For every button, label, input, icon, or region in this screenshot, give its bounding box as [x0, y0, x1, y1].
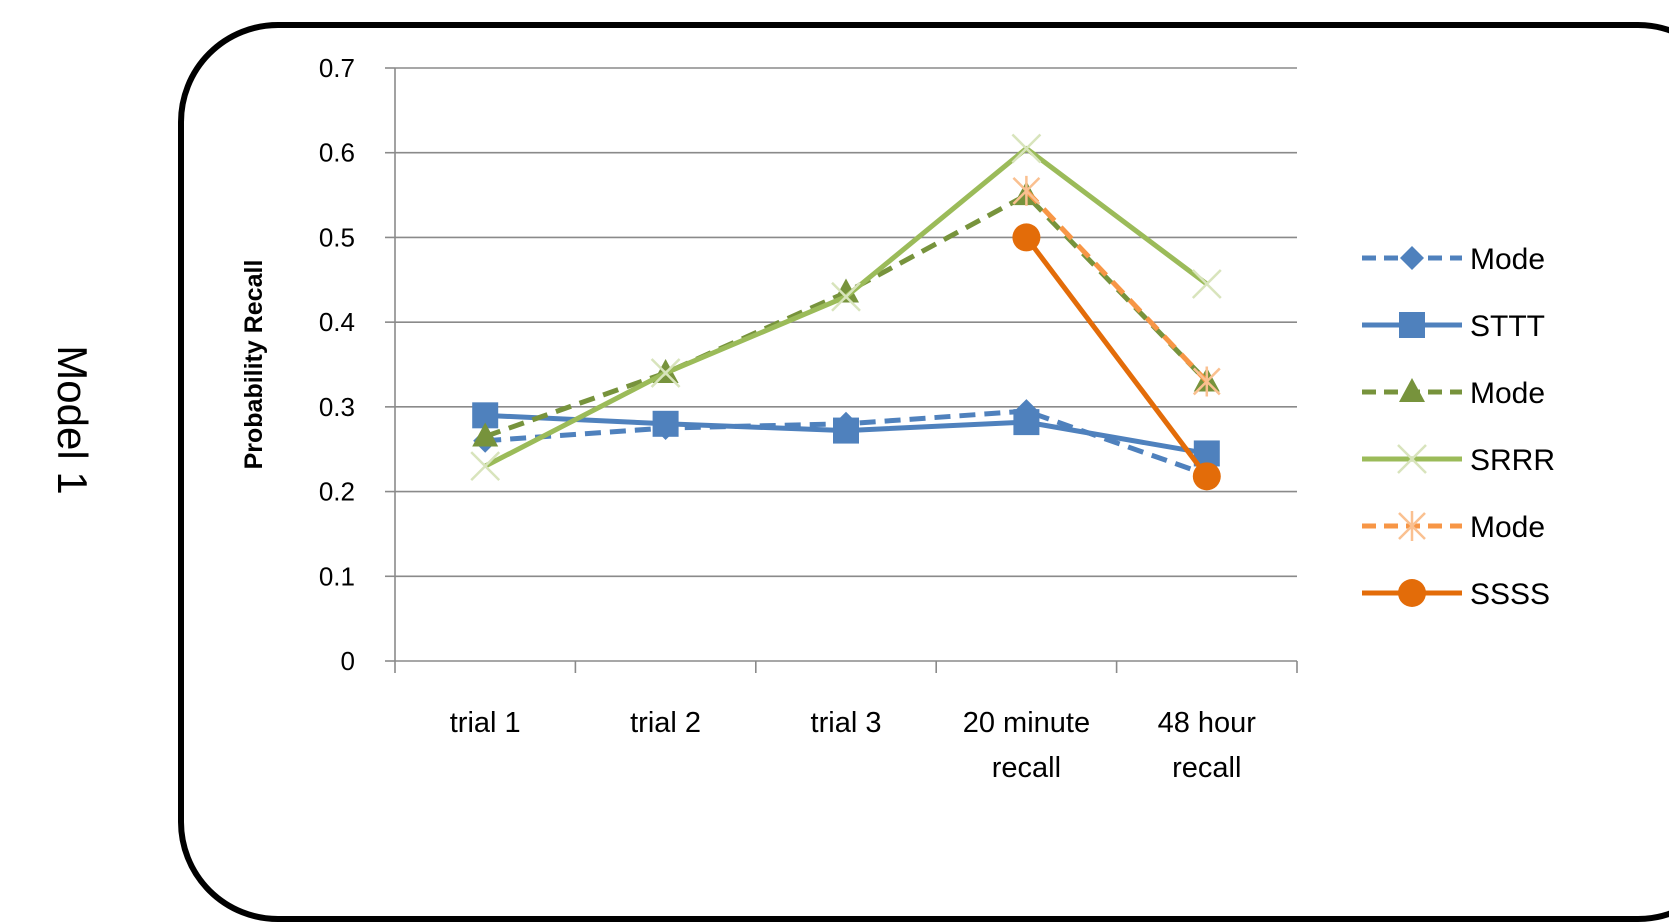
data-point: [831, 281, 861, 312]
data-point: [1192, 366, 1221, 397]
series-line: [1024, 189, 1209, 384]
data-point: [472, 422, 499, 447]
series-lines: [470, 133, 1222, 491]
y-tick-label: 0: [341, 646, 355, 676]
data-point: [1399, 312, 1425, 338]
y-tick-label: 0.1: [319, 561, 355, 591]
legend-entry: STTT: [1362, 310, 1545, 343]
data-point: [833, 417, 859, 444]
axes: 0 0.1 0.2 0.3 0.4 0.5 0.6 0.7 trial 1 trial 2 tria…: [240, 53, 1298, 784]
data-point: [1012, 175, 1041, 206]
legend-entry: Mode: [1362, 511, 1545, 544]
data-point: [1013, 409, 1040, 436]
legend-entry: SSSS: [1362, 578, 1550, 611]
x-tick-label: 20 minute: [963, 707, 1090, 739]
y-tick-label: 0.3: [319, 392, 355, 422]
legend-label: STTT: [1470, 310, 1545, 343]
x-tick-label: trial 1: [450, 707, 521, 739]
data-point: [650, 358, 681, 388]
data-point: [1397, 444, 1427, 474]
series-4: [470, 133, 1222, 482]
data-point: [1398, 579, 1426, 607]
data-point: [1400, 246, 1424, 270]
legend: Mode STTT Mode SRRR Mode SSSS: [1362, 243, 1555, 611]
x-tick-label: trial 3: [811, 707, 882, 739]
y-tick-label: 0.6: [319, 138, 355, 168]
series-line: [484, 192, 1209, 439]
legend-entry: SRRR: [1362, 444, 1555, 477]
legend-label: Mode: [1470, 511, 1545, 544]
series-6: [1012, 223, 1221, 491]
legend-entry: Mode: [1362, 243, 1545, 276]
data-point: [1192, 462, 1221, 491]
legend-label: SRRR: [1470, 444, 1555, 477]
data-point: [652, 410, 679, 437]
data-point: [1191, 269, 1222, 299]
series-line: [1024, 235, 1209, 478]
y-tick-label: 0.5: [319, 222, 355, 252]
x-tick-label: trial 2: [630, 707, 701, 739]
x-tick-label: recall: [992, 752, 1061, 784]
series-5: [1012, 175, 1221, 397]
legend-entry: Mode: [1362, 377, 1545, 410]
y-tick-label: 0.2: [319, 477, 355, 507]
y-tick-label: 0.4: [319, 307, 355, 337]
gridlines: [395, 67, 1297, 578]
data-point: [1012, 223, 1041, 252]
legend-label: Mode: [1470, 243, 1545, 276]
data-point: [1011, 133, 1042, 164]
y-axis-title: Probability Recall: [240, 260, 268, 470]
data-point: [833, 278, 859, 303]
line-chart: 0 0.1 0.2 0.3 0.4 0.5 0.6 0.7 trial 1 trial 2 tria…: [240, 53, 1555, 784]
legend-label: Mode: [1470, 377, 1545, 410]
data-point: [1398, 511, 1426, 541]
x-tick-label: 48 hour: [1158, 707, 1257, 739]
legend-label: SSSS: [1470, 578, 1550, 611]
data-point: [1399, 378, 1425, 402]
y-tick-label: 0.7: [319, 53, 355, 83]
data-point: [470, 451, 501, 482]
x-tick-label: recall: [1172, 752, 1241, 784]
